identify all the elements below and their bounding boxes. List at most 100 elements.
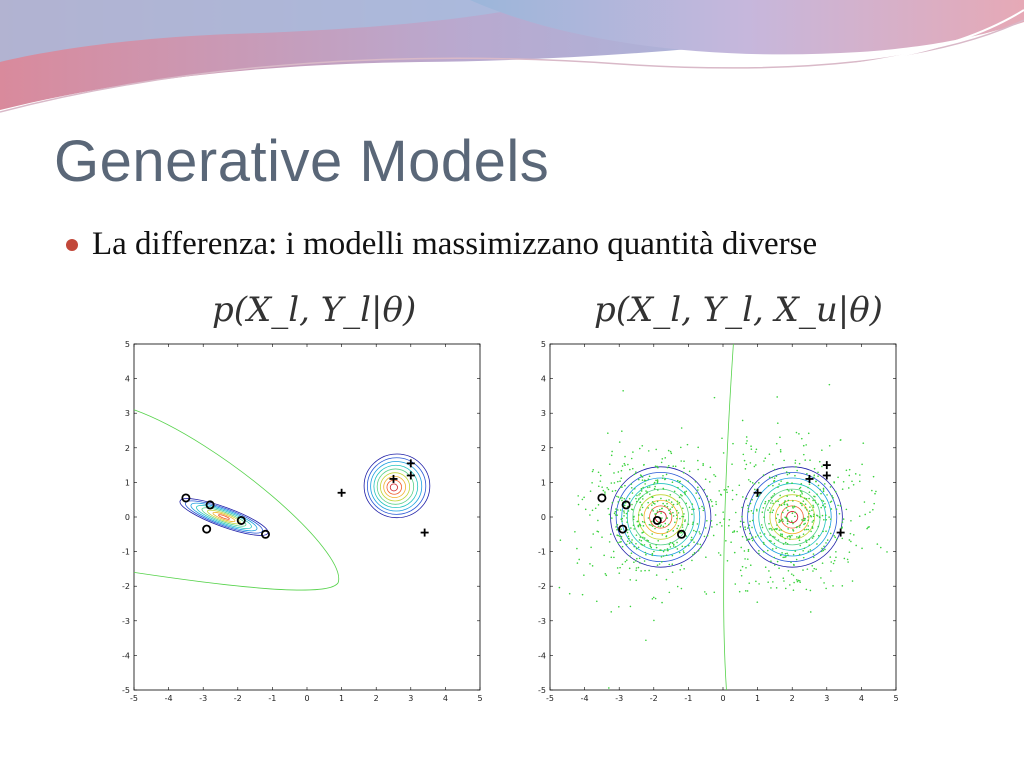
unlabeled-point <box>657 489 659 491</box>
contour-ring <box>383 476 407 499</box>
unlabeled-point <box>799 544 802 547</box>
unlabeled-point <box>647 540 650 542</box>
unlabeled-point <box>771 500 773 502</box>
unlabeled-point <box>801 519 803 521</box>
unlabeled-point <box>775 442 778 445</box>
x-tick-label: 1 <box>339 694 344 703</box>
labeled-point-plus <box>805 474 814 483</box>
unlabeled-point <box>768 570 770 572</box>
unlabeled-point <box>669 450 672 453</box>
unlabeled-point <box>738 484 741 487</box>
x-tick-label: -4 <box>581 694 589 703</box>
unlabeled-point <box>847 561 849 563</box>
unlabeled-point <box>813 467 816 470</box>
unlabeled-point <box>676 503 679 505</box>
unlabeled-point <box>651 598 654 600</box>
unlabeled-point <box>676 527 678 530</box>
unlabeled-point <box>693 541 695 543</box>
unlabeled-point <box>776 527 778 530</box>
unlabeled-point <box>668 509 670 512</box>
unlabeled-point <box>864 513 866 516</box>
unlabeled-point <box>604 573 607 575</box>
unlabeled-point <box>654 503 656 505</box>
unlabeled-point <box>638 539 641 541</box>
contour-ring <box>207 509 241 525</box>
unlabeled-point <box>779 449 782 451</box>
unlabeled-point <box>773 528 776 531</box>
unlabeled-point <box>643 463 645 466</box>
page-title: Generative Models <box>54 129 550 194</box>
unlabeled-point <box>808 538 811 541</box>
unlabeled-point <box>767 484 770 487</box>
unlabeled-point <box>685 490 688 493</box>
unlabeled-point <box>819 516 821 519</box>
unlabeled-point <box>589 514 591 516</box>
unlabeled-point <box>653 481 656 484</box>
unlabeled-point <box>773 477 776 479</box>
unlabeled-point <box>646 491 649 493</box>
unlabeled-point <box>839 505 842 507</box>
unlabeled-point <box>793 491 796 493</box>
unlabeled-point <box>811 527 814 529</box>
y-tick-label: -3 <box>538 617 546 626</box>
unlabeled-point <box>635 471 637 473</box>
unlabeled-point <box>607 488 610 491</box>
unlabeled-point <box>636 520 639 523</box>
unlabeled-point <box>851 480 853 483</box>
unlabeled-point <box>835 556 837 559</box>
contour-ring <box>376 468 415 505</box>
unlabeled-point <box>796 495 798 497</box>
contour-ring <box>632 488 689 546</box>
labeled-point-plus <box>406 471 415 480</box>
unlabeled-point <box>654 513 656 515</box>
unlabeled-point <box>762 541 765 544</box>
contour-ring <box>179 498 269 536</box>
unlabeled-point <box>817 534 820 537</box>
unlabeled-point <box>616 480 619 483</box>
unlabeled-point <box>617 471 620 473</box>
unlabeled-point <box>802 533 805 535</box>
unlabeled-point <box>691 513 693 516</box>
unlabeled-point <box>805 444 807 446</box>
unlabeled-point <box>693 552 696 554</box>
unlabeled-point <box>777 539 780 541</box>
unlabeled-point <box>679 532 681 534</box>
unlabeled-point <box>794 474 796 477</box>
unlabeled-point <box>822 490 825 493</box>
unlabeled-point <box>768 453 771 455</box>
unlabeled-point <box>775 547 777 549</box>
unlabeled-point <box>614 489 617 492</box>
unlabeled-point <box>799 581 801 584</box>
contour-ring <box>185 500 263 534</box>
unlabeled-point <box>673 490 676 493</box>
unlabeled-point <box>789 584 791 586</box>
unlabeled-point <box>802 444 805 447</box>
unlabeled-point <box>684 545 687 548</box>
unlabeled-point <box>792 574 795 577</box>
unlabeled-point <box>671 542 674 545</box>
unlabeled-point <box>761 526 764 529</box>
x-tick-label: 0 <box>304 694 309 703</box>
unlabeled-point <box>762 474 765 476</box>
unlabeled-point <box>676 479 679 482</box>
unlabeled-point <box>662 502 664 505</box>
unlabeled-point <box>781 552 783 554</box>
unlabeled-point <box>807 550 810 553</box>
unlabeled-point <box>825 518 828 521</box>
plot-title-right: p(X_l, Y_l, X_u|θ) <box>594 290 883 330</box>
unlabeled-point <box>685 502 688 505</box>
unlabeled-point <box>773 493 776 495</box>
unlabeled-point <box>751 519 754 522</box>
unlabeled-point <box>590 546 592 549</box>
unlabeled-point <box>681 494 683 497</box>
unlabeled-point <box>812 519 815 522</box>
unlabeled-point <box>741 565 744 568</box>
unlabeled-point <box>766 549 769 552</box>
x-tick-label: -3 <box>199 694 207 703</box>
unlabeled-point <box>687 544 690 547</box>
unlabeled-point <box>808 544 811 547</box>
unlabeled-point <box>843 557 846 560</box>
labeled-point-plus <box>753 488 762 497</box>
unlabeled-point <box>626 517 628 519</box>
unlabeled-point <box>787 499 790 502</box>
